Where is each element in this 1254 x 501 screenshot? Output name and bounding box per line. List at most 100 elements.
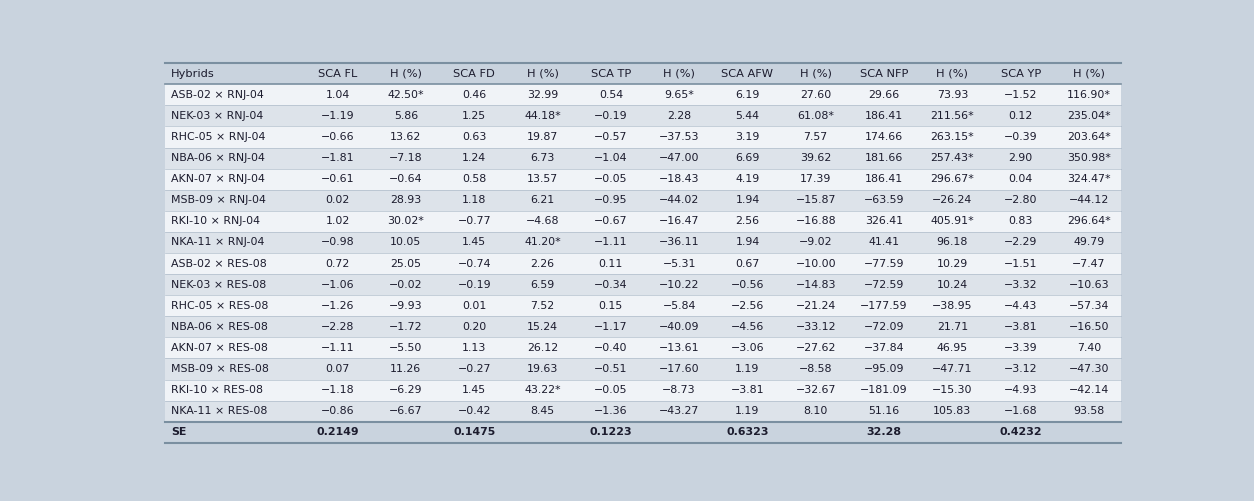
- Bar: [1057, 358, 1121, 380]
- Bar: [574, 63, 647, 84]
- Bar: [301, 84, 374, 105]
- Bar: [301, 253, 374, 274]
- Text: 0.58: 0.58: [461, 174, 487, 184]
- Text: −18.43: −18.43: [658, 174, 700, 184]
- Bar: [510, 126, 574, 148]
- Text: AKN-07 × RNJ-04: AKN-07 × RNJ-04: [172, 174, 265, 184]
- Bar: [647, 253, 711, 274]
- Bar: [1057, 126, 1121, 148]
- Text: −1.06: −1.06: [321, 280, 355, 290]
- Text: 0.46: 0.46: [461, 90, 487, 100]
- Bar: [784, 169, 848, 190]
- Bar: [438, 422, 510, 443]
- Text: −42.14: −42.14: [1068, 385, 1109, 395]
- Text: 0.07: 0.07: [326, 364, 350, 374]
- Text: SCA AFW: SCA AFW: [721, 69, 774, 79]
- Text: 263.15*: 263.15*: [930, 132, 974, 142]
- Bar: [510, 148, 574, 169]
- Text: −3.81: −3.81: [1004, 322, 1037, 332]
- Text: 10.05: 10.05: [390, 237, 421, 247]
- Text: −95.09: −95.09: [864, 364, 904, 374]
- Bar: [848, 358, 920, 380]
- Bar: [574, 211, 647, 232]
- Text: −4.93: −4.93: [1004, 385, 1037, 395]
- Bar: [784, 316, 848, 337]
- Bar: [1057, 105, 1121, 126]
- Bar: [984, 105, 1057, 126]
- Text: 0.1475: 0.1475: [453, 427, 495, 437]
- Bar: [984, 169, 1057, 190]
- Bar: [784, 422, 848, 443]
- Bar: [510, 253, 574, 274]
- Bar: [1057, 253, 1121, 274]
- Bar: [1057, 401, 1121, 422]
- Text: −4.43: −4.43: [1004, 301, 1037, 311]
- Text: 51.16: 51.16: [869, 406, 899, 416]
- Bar: [374, 401, 438, 422]
- Bar: [510, 190, 574, 211]
- Text: 19.63: 19.63: [527, 364, 558, 374]
- Text: −47.00: −47.00: [658, 153, 700, 163]
- Text: −181.09: −181.09: [860, 385, 908, 395]
- Text: 0.54: 0.54: [598, 90, 623, 100]
- Text: 93.58: 93.58: [1073, 406, 1105, 416]
- Bar: [438, 126, 510, 148]
- Bar: [711, 337, 784, 358]
- Text: −0.56: −0.56: [731, 280, 764, 290]
- Text: −0.98: −0.98: [321, 237, 355, 247]
- Bar: [301, 63, 374, 84]
- Bar: [164, 211, 301, 232]
- Bar: [374, 316, 438, 337]
- Text: 5.86: 5.86: [394, 111, 418, 121]
- Bar: [574, 190, 647, 211]
- Text: ASB-02 × RES-08: ASB-02 × RES-08: [172, 259, 267, 269]
- Bar: [784, 380, 848, 401]
- Text: −177.59: −177.59: [860, 301, 908, 311]
- Text: −3.32: −3.32: [1004, 280, 1037, 290]
- Bar: [301, 211, 374, 232]
- Bar: [784, 337, 848, 358]
- Text: −37.53: −37.53: [658, 132, 700, 142]
- Text: 1.18: 1.18: [461, 195, 487, 205]
- Bar: [164, 337, 301, 358]
- Bar: [1057, 232, 1121, 253]
- Bar: [1057, 190, 1121, 211]
- Text: 2.56: 2.56: [735, 216, 760, 226]
- Text: −0.61: −0.61: [321, 174, 355, 184]
- Bar: [784, 63, 848, 84]
- Text: −0.64: −0.64: [389, 174, 423, 184]
- Bar: [984, 380, 1057, 401]
- Text: RHC-05 × RNJ-04: RHC-05 × RNJ-04: [172, 132, 266, 142]
- Bar: [374, 63, 438, 84]
- Text: 1.24: 1.24: [463, 153, 487, 163]
- Bar: [374, 211, 438, 232]
- Text: 257.43*: 257.43*: [930, 153, 974, 163]
- Text: Hybrids: Hybrids: [172, 69, 216, 79]
- Bar: [574, 105, 647, 126]
- Text: −3.81: −3.81: [731, 385, 764, 395]
- Bar: [920, 126, 984, 148]
- Text: 6.21: 6.21: [530, 195, 554, 205]
- Text: 0.1223: 0.1223: [589, 427, 632, 437]
- Bar: [1057, 63, 1121, 84]
- Bar: [164, 105, 301, 126]
- Text: 42.50*: 42.50*: [387, 90, 424, 100]
- Text: −0.05: −0.05: [594, 174, 627, 184]
- Bar: [647, 63, 711, 84]
- Bar: [784, 358, 848, 380]
- Text: 13.62: 13.62: [390, 132, 421, 142]
- Text: 73.93: 73.93: [937, 90, 968, 100]
- Text: SCA NFP: SCA NFP: [860, 69, 908, 79]
- Text: −16.88: −16.88: [795, 216, 836, 226]
- Text: ASB-02 × RNJ-04: ASB-02 × RNJ-04: [172, 90, 265, 100]
- Text: 186.41: 186.41: [865, 111, 903, 121]
- Bar: [374, 126, 438, 148]
- Text: SCA TP: SCA TP: [591, 69, 631, 79]
- Bar: [647, 358, 711, 380]
- Bar: [510, 401, 574, 422]
- Bar: [574, 253, 647, 274]
- Text: 0.20: 0.20: [461, 322, 487, 332]
- Text: 1.25: 1.25: [463, 111, 487, 121]
- Text: H (%): H (%): [937, 69, 968, 79]
- Bar: [848, 274, 920, 295]
